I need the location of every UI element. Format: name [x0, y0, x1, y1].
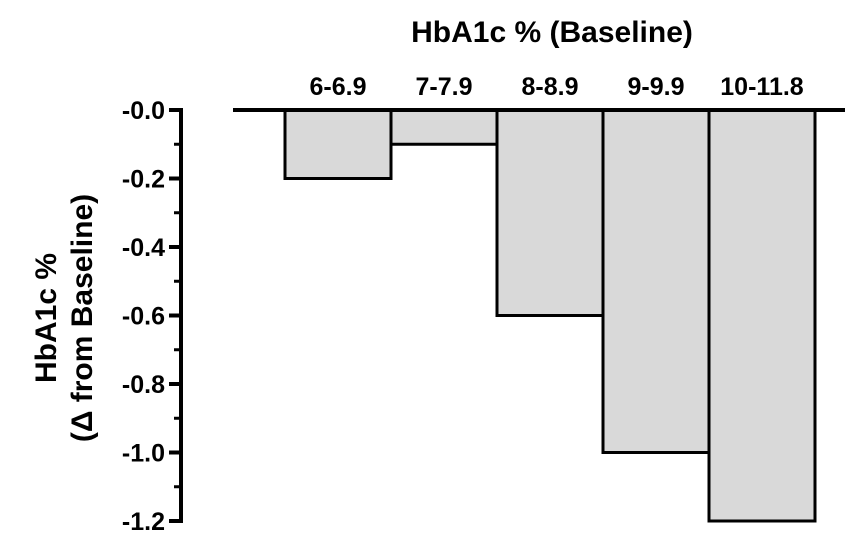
y-tick-label: -0.4	[122, 234, 165, 262]
bar-6-6.9	[283, 108, 393, 180]
y-tick-label: -1.0	[122, 440, 165, 468]
category-label: 6-6.9	[310, 73, 367, 101]
y-axis-label-line1: HbA1c %	[30, 253, 63, 383]
bars	[283, 108, 817, 523]
y-tick-label: -0.8	[122, 371, 165, 399]
y-tick-label: -0.2	[122, 166, 165, 194]
category-label: 10-11.8	[720, 73, 804, 101]
bar-9-9.9	[601, 108, 711, 454]
category-labels: 6-6.9 7-7.9 8-8.9 9-9.9 10-11.8	[310, 73, 804, 101]
y-axis: -0.0 -0.2 -0.4 -0.6 -0.8 -1.0 -1.2	[122, 97, 845, 533]
bar-10-11.8	[707, 108, 817, 523]
y-axis-label: HbA1c % (Δ from Baseline)	[30, 194, 99, 442]
y-tick-label: -1.2	[122, 508, 165, 533]
chart-title: HbA1c % (Baseline)	[411, 16, 693, 49]
category-label: 9-9.9	[628, 73, 685, 101]
y-axis-label-line2: (Δ from Baseline)	[66, 194, 99, 442]
y-tick-label: -0.6	[122, 303, 165, 331]
y-tick-label: -0.0	[122, 97, 165, 125]
bar-7-7.9	[389, 108, 499, 146]
bar-8-8.9	[495, 108, 605, 317]
category-label: 7-7.9	[416, 73, 473, 101]
category-label: 8-8.9	[522, 73, 579, 101]
